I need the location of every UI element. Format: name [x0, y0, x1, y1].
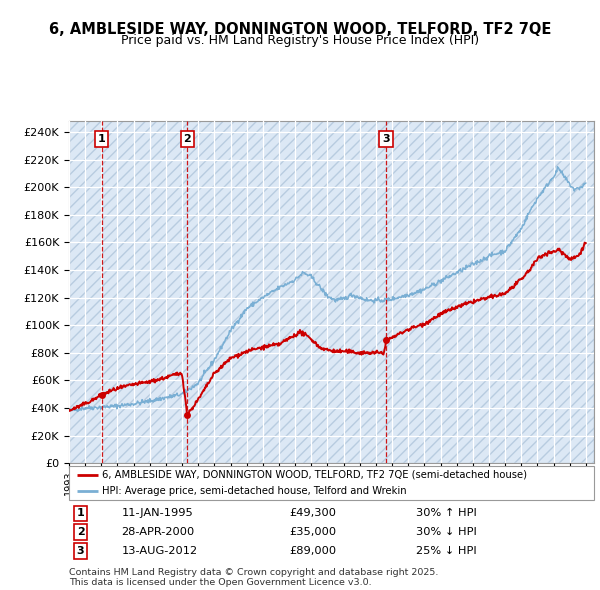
FancyBboxPatch shape: [69, 466, 594, 500]
Text: 1: 1: [77, 509, 85, 518]
Text: £35,000: £35,000: [290, 527, 337, 537]
Text: 1: 1: [98, 134, 106, 144]
Text: £49,300: £49,300: [290, 509, 337, 518]
Text: 6, AMBLESIDE WAY, DONNINGTON WOOD, TELFORD, TF2 7QE: 6, AMBLESIDE WAY, DONNINGTON WOOD, TELFO…: [49, 22, 551, 37]
Text: HPI: Average price, semi-detached house, Telford and Wrekin: HPI: Average price, semi-detached house,…: [101, 486, 406, 496]
Text: 11-JAN-1995: 11-JAN-1995: [121, 509, 193, 518]
Text: 30% ↓ HPI: 30% ↓ HPI: [415, 527, 476, 537]
Text: Contains HM Land Registry data © Crown copyright and database right 2025.
This d: Contains HM Land Registry data © Crown c…: [69, 568, 439, 587]
Text: 3: 3: [382, 134, 390, 144]
Text: £89,000: £89,000: [290, 546, 337, 556]
Text: 30% ↑ HPI: 30% ↑ HPI: [415, 509, 476, 518]
Text: 2: 2: [77, 527, 85, 537]
Text: 25% ↓ HPI: 25% ↓ HPI: [415, 546, 476, 556]
Text: 3: 3: [77, 546, 85, 556]
Bar: [69, 121, 594, 463]
Text: 6, AMBLESIDE WAY, DONNINGTON WOOD, TELFORD, TF2 7QE (semi-detached house): 6, AMBLESIDE WAY, DONNINGTON WOOD, TELFO…: [101, 470, 527, 480]
Text: Price paid vs. HM Land Registry's House Price Index (HPI): Price paid vs. HM Land Registry's House …: [121, 34, 479, 47]
Text: 2: 2: [184, 134, 191, 144]
Text: 28-APR-2000: 28-APR-2000: [121, 527, 195, 537]
Text: 13-AUG-2012: 13-AUG-2012: [121, 546, 197, 556]
